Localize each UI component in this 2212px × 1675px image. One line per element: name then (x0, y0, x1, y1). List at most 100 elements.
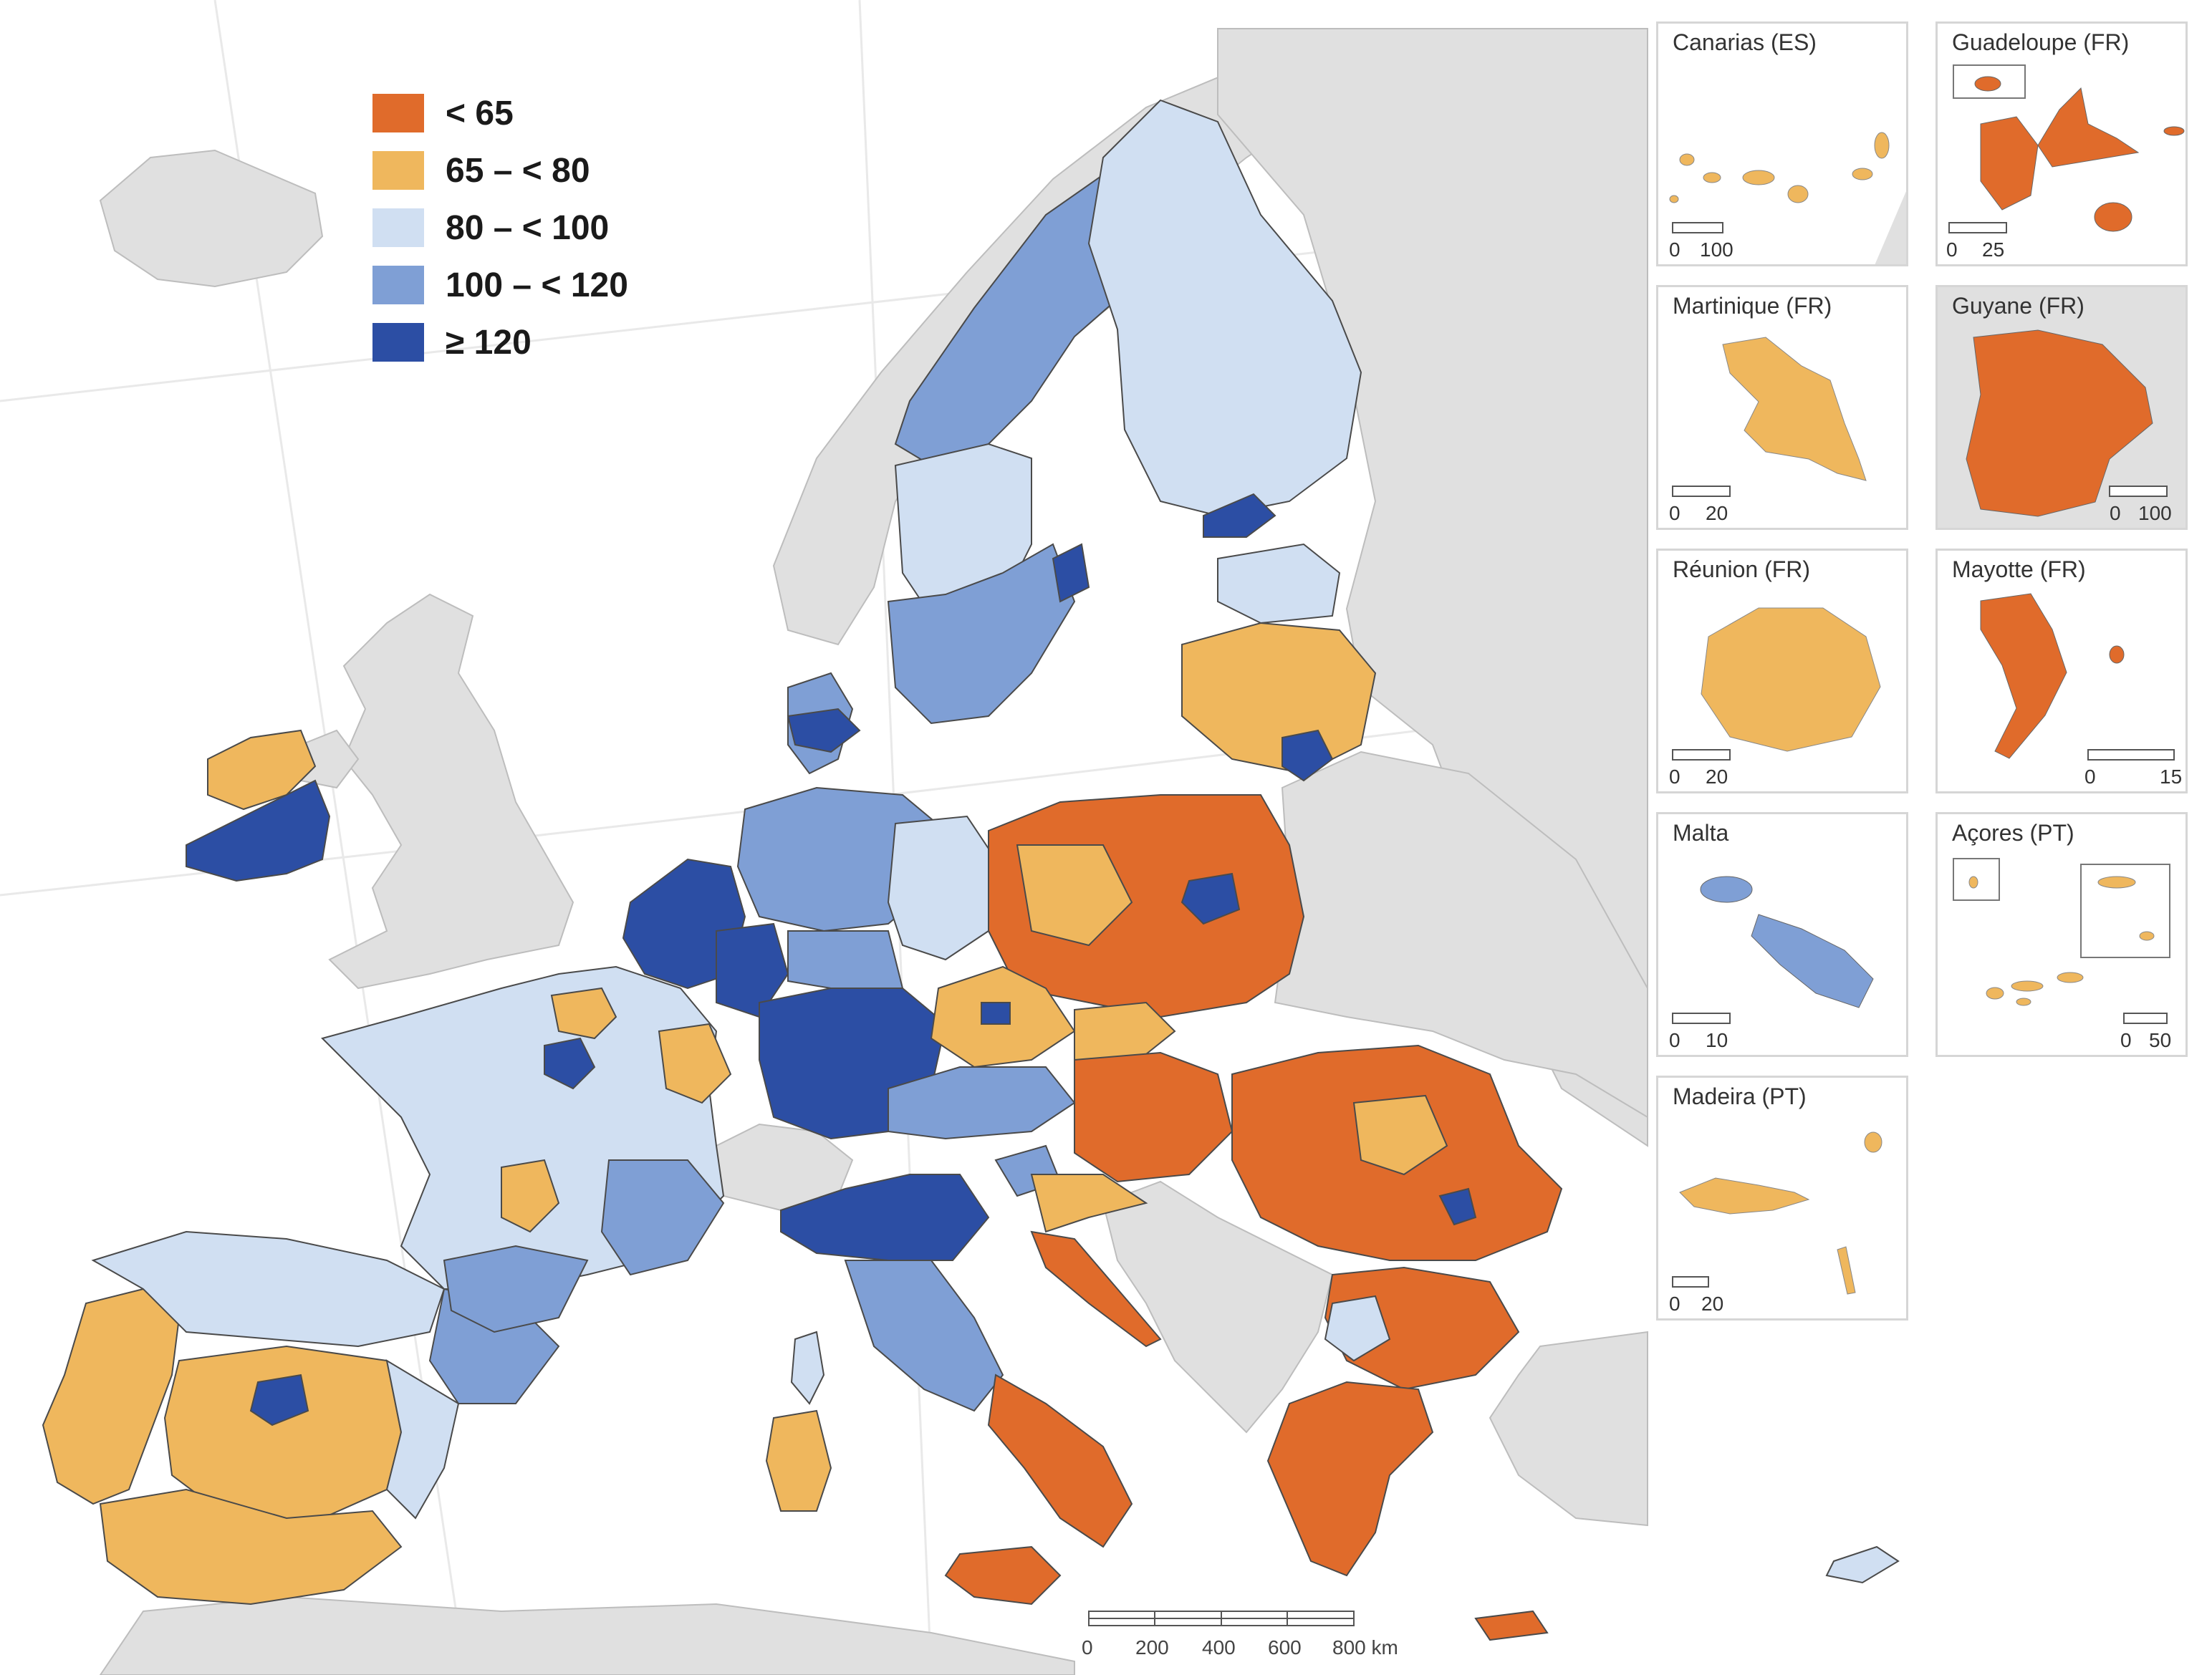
region-latvia-lithuania (1181, 622, 1377, 775)
inset-mayotte: 0 15 Mayotte (FR) (1936, 549, 2188, 793)
balkans-non-eu-shape (1102, 1180, 1334, 1434)
region-spain-center (163, 1345, 403, 1519)
region-sardinia (765, 1409, 832, 1512)
region-sicily (944, 1545, 1062, 1606)
inset-title: Mayotte (FR) (1952, 556, 2086, 582)
inset-malta: 0 10 Malta (1656, 812, 1908, 1057)
inset-canarias: 0 100 Canarias (ES) (1656, 21, 1908, 266)
turkey-shape (1489, 1331, 1648, 1527)
legend-label: 100 – < 120 (446, 266, 628, 304)
region-austria (888, 1066, 1076, 1140)
region-madrid (249, 1374, 309, 1427)
region-italy-central (844, 1260, 1004, 1412)
region-spain-east (385, 1358, 460, 1520)
inset-scale-min: 0 (1669, 766, 1680, 788)
eu-regions (42, 99, 1900, 1641)
inset-reunion: 0 20 Réunion (FR) (1656, 549, 1908, 793)
inset-scale-max: 20 (1701, 1293, 1723, 1315)
inset-title: Réunion (FR) (1673, 556, 1811, 582)
non-eu-land (99, 28, 1648, 1675)
inset-title: Guyane (FR) (1952, 293, 2084, 319)
scale-tick-400: 400 (1202, 1636, 1236, 1659)
inset-scale-min: 0 (1669, 1029, 1680, 1051)
region-france-rhone (600, 1159, 725, 1276)
region-greece (1266, 1381, 1434, 1577)
region-poland-west (1016, 844, 1133, 947)
inset-martinique: 0 20 Martinique (FR) (1656, 285, 1908, 530)
inset-title: Martinique (FR) (1673, 293, 1832, 319)
inset-scale-max: 100 (1700, 238, 1733, 261)
inset-title: Madeira (PT) (1673, 1083, 1807, 1109)
region-sofia (1324, 1295, 1391, 1362)
region-estonia (1217, 543, 1341, 624)
inset-scale-min: 0 (1669, 238, 1680, 261)
region-france-north (550, 987, 617, 1040)
inset-title: Guadeloupe (FR) (1952, 29, 2130, 55)
inset-madeira: 0 20 Madeira (PT) (1656, 1076, 1908, 1321)
inset-title: Açores (PT) (1952, 820, 2074, 846)
region-croatia-coast (1030, 1230, 1162, 1348)
inset-scale-max: 100 (2138, 502, 2172, 524)
main-scale-bar: 0 200 400 600 800 km (1082, 1611, 1398, 1659)
legend-swatch (372, 208, 424, 247)
region-germany-east (887, 815, 997, 961)
scale-tick-800: 800 km (1332, 1636, 1398, 1659)
region-germany-west (716, 922, 789, 1018)
region-sweden-south (887, 543, 1076, 725)
region-copenhagen (787, 708, 861, 753)
iceland-shape (99, 149, 324, 288)
inset-land-grey (1875, 191, 1906, 264)
region-paris (544, 1037, 596, 1090)
map-legend: < 65 65 – < 80 80 – < 100 100 – < 120 ≥ … (372, 85, 628, 371)
ukraine-belarus-shape (1274, 750, 1648, 1119)
inset-scale-max: 10 (1706, 1029, 1728, 1051)
region-spain-north (91, 1230, 446, 1348)
inset-scale-min: 0 (1669, 1293, 1680, 1315)
legend-item-65-80: 65 – < 80 (372, 142, 628, 199)
region-ireland-south (186, 779, 331, 882)
legend-item-ge120: ≥ 120 (372, 314, 628, 371)
inset-scale-max: 25 (1982, 238, 2004, 261)
region-italy-north (780, 1174, 990, 1261)
legend-item-80-100: 80 – < 100 (372, 199, 628, 256)
inset-scale-min: 0 (1669, 502, 1680, 524)
region-italy-south (987, 1374, 1133, 1548)
region-hungary (1074, 1051, 1234, 1183)
region-bucharest (1438, 1187, 1477, 1226)
scale-tick-600: 600 (1268, 1636, 1302, 1659)
legend-swatch (372, 323, 424, 362)
region-helsinki (1203, 493, 1276, 538)
inset-scale-max: 50 (2149, 1029, 2171, 1051)
inset-scale-min: 0 (1946, 238, 1958, 261)
region-cyprus (1825, 1545, 1900, 1584)
legend-label: ≥ 120 (446, 323, 532, 362)
region-prague (981, 1002, 1011, 1025)
inset-scale-max: 20 (1706, 766, 1728, 788)
inset-guadeloupe: 0 25 Guadeloupe (FR) (1936, 21, 2188, 266)
inset-guyane: 0 100 Guyane (FR) (1936, 285, 2188, 530)
inset-acores: 0 50 Açores (PT) (1936, 812, 2188, 1057)
region-ireland-west (207, 729, 317, 811)
inset-title: Malta (1673, 820, 1729, 846)
region-warsaw (1180, 872, 1241, 925)
inset-scale-min: 0 (2084, 766, 2096, 788)
region-spain-south (99, 1488, 403, 1606)
region-corsica (790, 1331, 825, 1405)
region-vilnius (1281, 729, 1334, 782)
region-portugal (42, 1288, 181, 1505)
region-germany-central (787, 930, 904, 989)
legend-swatch (372, 94, 424, 132)
inset-scale-min: 0 (2120, 1029, 2132, 1051)
region-france-auvergne (501, 1159, 560, 1233)
legend-item-100-120: 100 – < 120 (372, 256, 628, 314)
region-finland (1087, 99, 1362, 517)
legend-label: 65 – < 80 (446, 151, 590, 190)
inset-scale-min: 0 (2110, 502, 2121, 524)
scale-tick-0: 0 (1082, 1636, 1093, 1659)
legend-swatch (372, 151, 424, 190)
legend-item-lt65: < 65 (372, 85, 628, 142)
great-britain-shape (328, 593, 574, 990)
region-france-east (658, 1023, 732, 1104)
